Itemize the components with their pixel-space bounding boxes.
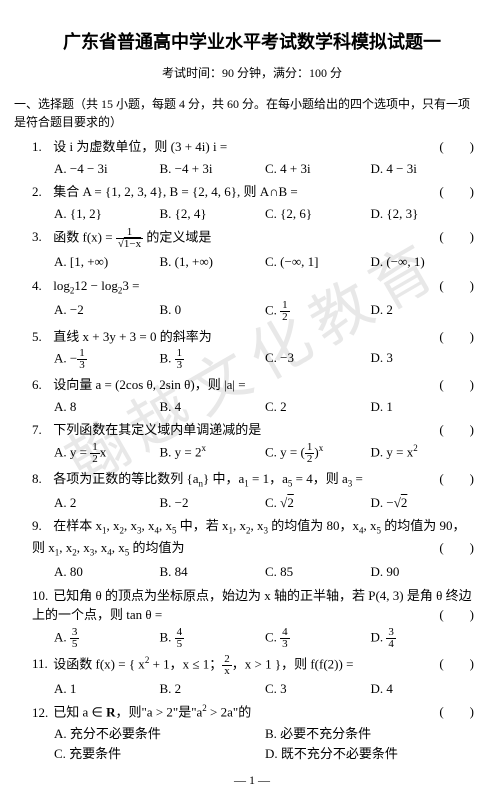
option: A. −4 − 3i (54, 159, 160, 179)
page-title: 广东省普通高中学业水平考试数学科模拟试题一 (28, 28, 476, 54)
option: A. {1, 2} (54, 204, 160, 224)
question-stem: 12. 已知 a ∈ R，则"a > 2"是"a2 > 2a"的( ) (32, 702, 476, 722)
question-stem: 11. 设函数 f(x) = { x2 + 1，x ≤ 1；2x，x > 1 }… (32, 654, 476, 677)
question-stem: 6. 设向量 a = (2cos θ, 2sin θ)，则 |a| =( ) (32, 375, 476, 395)
option: B. 45 (160, 627, 266, 650)
question-options: A. 80B. 84C. 85D. 90 (54, 562, 476, 582)
question-stem: 7. 下列函数在其定义域内单调递减的是( ) (32, 420, 476, 440)
question-options: A. −2B. 0C. 12D. 2 (54, 300, 476, 323)
question-options: A. 充分不必要条件B. 必要不充分条件C. 充要条件D. 既不充分不必要条件 (54, 724, 476, 763)
option: A. [1, +∞) (54, 252, 160, 272)
option: C. √2 (265, 493, 371, 513)
option: D. 2 (371, 300, 477, 323)
exam-info: 考试时间：90 分钟，满分：100 分 (28, 64, 476, 81)
question-options: A. 2B. −2C. √2D. −√2 (54, 493, 476, 513)
option: B. {2, 4} (160, 204, 266, 224)
question-options: A. −13B. 13C. −3D. 3 (54, 348, 476, 371)
question-stem: 1. 设 i 为虚数单位，则 (3 + 4i) i =( ) (32, 137, 476, 157)
option: C. 85 (265, 562, 371, 582)
question: 10. 已知角 θ 的顶点为坐标原点，始边为 x 轴的正半轴，若 P(4, 3)… (32, 586, 476, 650)
option: B. 4 (160, 397, 266, 417)
question-stem: 9. 在样本 x1, x2, x3, x4, x5 中，若 x1, x2, x3… (32, 516, 476, 560)
section-heading: 一、选择题（共 15 小题，每题 4 分，共 60 分。在每小题给出的四个选项中… (14, 95, 476, 131)
option: A. y = 12x (54, 442, 160, 465)
option: C. 4 + 3i (265, 159, 371, 179)
option: B. 84 (160, 562, 266, 582)
question-stem: 3. 函数 f(x) = 1√1−x 的定义域是( ) (32, 227, 476, 250)
option: B. (1, +∞) (160, 252, 266, 272)
option: D. y = x2 (371, 442, 477, 465)
option: C. 3 (265, 679, 371, 699)
option: C. 充要条件 (54, 744, 265, 764)
question-options: A. −4 − 3iB. −4 + 3iC. 4 + 3iD. 4 − 3i (54, 159, 476, 179)
question-stem: 4. log212 − log23 =( ) (32, 276, 476, 298)
option: A. 35 (54, 627, 160, 650)
option: B. 必要不充分条件 (265, 724, 476, 744)
option: D. 90 (371, 562, 477, 582)
question: 9. 在样本 x1, x2, x3, x4, x5 中，若 x1, x2, x3… (32, 516, 476, 582)
question-stem: 10. 已知角 θ 的顶点为坐标原点，始边为 x 轴的正半轴，若 P(4, 3)… (32, 586, 476, 625)
option: B. 2 (160, 679, 266, 699)
option: A. 1 (54, 679, 160, 699)
question: 12. 已知 a ∈ R，则"a > 2"是"a2 > 2a"的( )A. 充分… (32, 702, 476, 763)
option: C. 2 (265, 397, 371, 417)
option: D. 4 − 3i (371, 159, 477, 179)
question-list: 1. 设 i 为虚数单位，则 (3 + 4i) i =( )A. −4 − 3i… (28, 137, 476, 763)
option: D. 既不充分不必要条件 (265, 744, 476, 764)
question: 11. 设函数 f(x) = { x2 + 1，x ≤ 1；2x，x > 1 }… (32, 654, 476, 699)
option: C. (−∞, 1] (265, 252, 371, 272)
option: B. y = 2x (160, 442, 266, 465)
question-options: A. 1B. 2C. 3D. 4 (54, 679, 476, 699)
question-stem: 5. 直线 x + 3y + 3 = 0 的斜率为( ) (32, 327, 476, 347)
question: 1. 设 i 为虚数单位，则 (3 + 4i) i =( )A. −4 − 3i… (32, 137, 476, 178)
page-number: — 1 — (28, 773, 476, 788)
option: C. −3 (265, 348, 371, 371)
option: D. 34 (371, 627, 477, 650)
option: B. 0 (160, 300, 266, 323)
question: 8. 各项为正数的等比数列 {an} 中，a1 = 1，a5 = 4，则 a3 … (32, 469, 476, 513)
option: A. 80 (54, 562, 160, 582)
option: B. −2 (160, 493, 266, 513)
option: D. 3 (371, 348, 477, 371)
question-options: A. 8B. 4C. 2D. 1 (54, 397, 476, 417)
option: D. {2, 3} (371, 204, 477, 224)
option: A. 充分不必要条件 (54, 724, 265, 744)
option: D. −√2 (371, 493, 477, 513)
option: A. 2 (54, 493, 160, 513)
option: D. 1 (371, 397, 477, 417)
question: 7. 下列函数在其定义域内单调递减的是( )A. y = 12xB. y = 2… (32, 420, 476, 465)
option: C. y = (12)x (265, 442, 371, 465)
option: B. −4 + 3i (160, 159, 266, 179)
question: 6. 设向量 a = (2cos θ, 2sin θ)，则 |a| =( )A.… (32, 375, 476, 416)
question: 3. 函数 f(x) = 1√1−x 的定义域是( )A. [1, +∞)B. … (32, 227, 476, 272)
question-stem: 8. 各项为正数的等比数列 {an} 中，a1 = 1，a5 = 4，则 a3 … (32, 469, 476, 491)
question-options: A. y = 12xB. y = 2xC. y = (12)xD. y = x2 (54, 442, 476, 465)
question-stem: 2. 集合 A = {1, 2, 3, 4}, B = {2, 4, 6}, 则… (32, 182, 476, 202)
option: C. 43 (265, 627, 371, 650)
option: A. −2 (54, 300, 160, 323)
option: D. 4 (371, 679, 477, 699)
option: B. 13 (160, 348, 266, 371)
option: C. {2, 6} (265, 204, 371, 224)
option: C. 12 (265, 300, 371, 323)
option: A. 8 (54, 397, 160, 417)
question-options: A. [1, +∞)B. (1, +∞)C. (−∞, 1]D. (−∞, 1) (54, 252, 476, 272)
option: D. (−∞, 1) (371, 252, 477, 272)
question-options: A. 35B. 45C. 43D. 34 (54, 627, 476, 650)
question: 2. 集合 A = {1, 2, 3, 4}, B = {2, 4, 6}, 则… (32, 182, 476, 223)
question: 4. log212 − log23 =( )A. −2B. 0C. 12D. 2 (32, 276, 476, 323)
question: 5. 直线 x + 3y + 3 = 0 的斜率为( )A. −13B. 13C… (32, 327, 476, 372)
option: A. −13 (54, 348, 160, 371)
question-options: A. {1, 2}B. {2, 4}C. {2, 6}D. {2, 3} (54, 204, 476, 224)
